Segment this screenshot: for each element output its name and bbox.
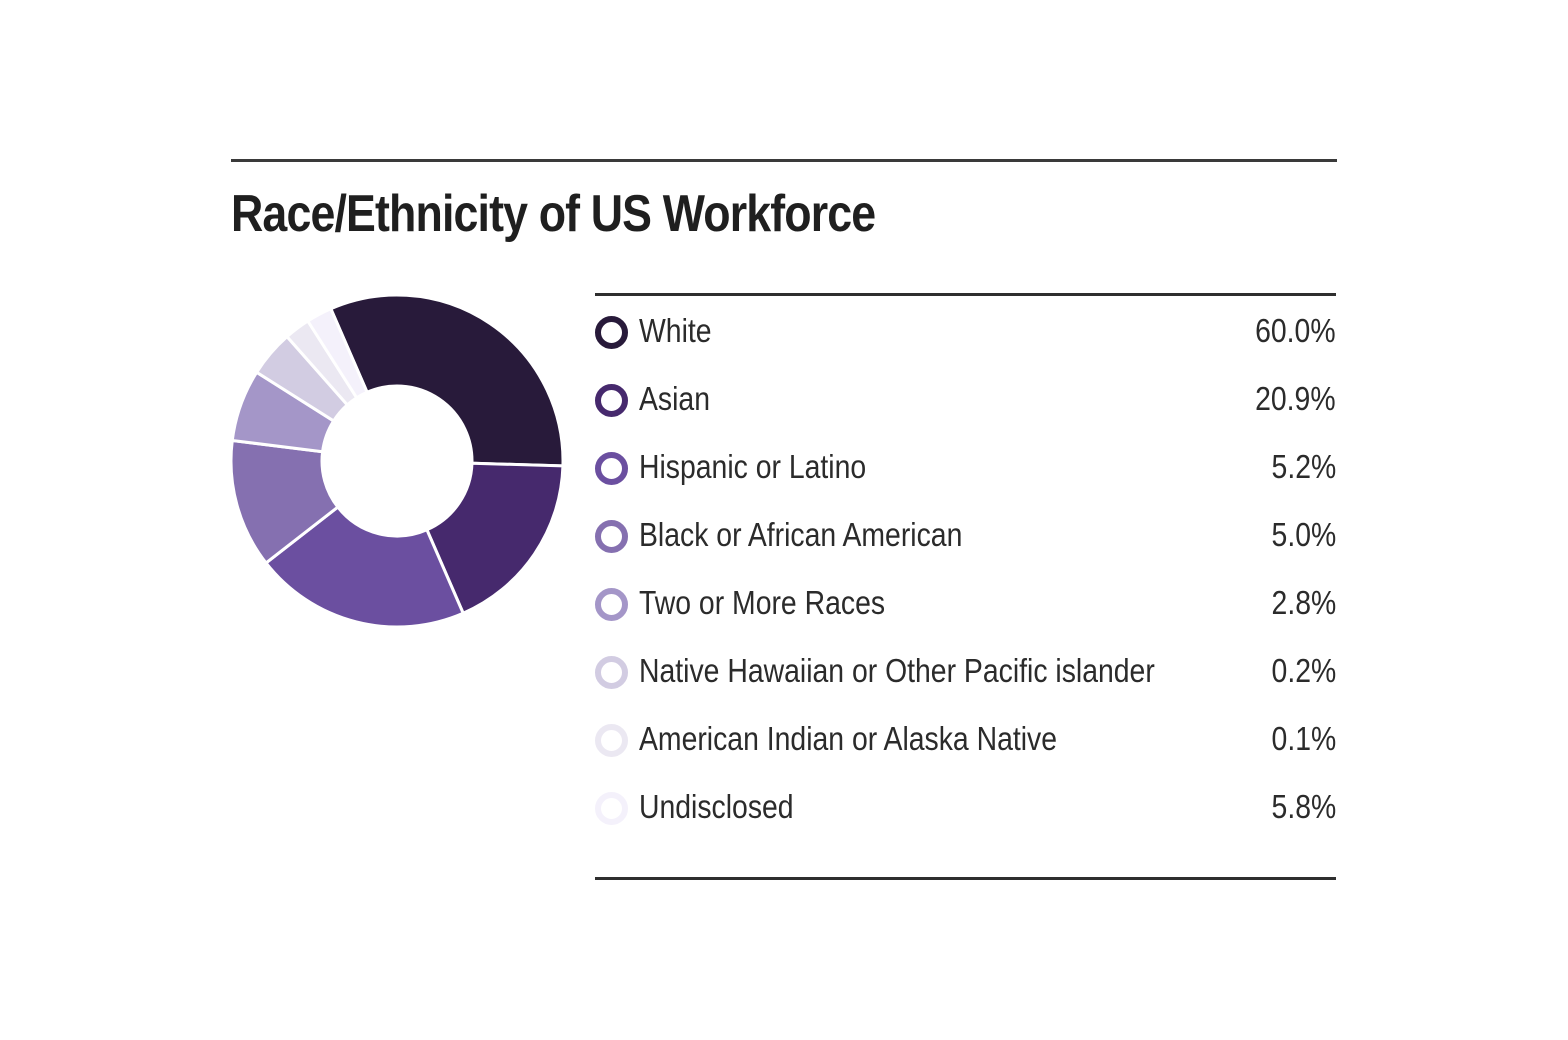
legend-item: Undisclosed 5.8% — [595, 772, 1336, 840]
legend-marker-icon — [595, 384, 628, 417]
donut-chart — [229, 293, 565, 629]
legend-value: 5.0% — [1271, 516, 1336, 553]
legend-label: American Indian or Alaska Native — [639, 720, 1058, 757]
chart-title: Race/Ethnicity of US Workforce — [231, 185, 876, 243]
legend-item: Black or African American 5.0% — [595, 500, 1336, 568]
legend-label: Asian — [639, 380, 711, 417]
legend: White 60.0% Asian 20.9% Hispanic or Latino 5.… — [595, 293, 1336, 880]
legend-rows: White 60.0% Asian 20.9% Hispanic or Latino 5.… — [595, 296, 1336, 840]
legend-marker-icon — [595, 792, 628, 825]
legend-value: 2.8% — [1271, 584, 1336, 621]
legend-label: Native Hawaiian or Other Pacific islande… — [639, 652, 1155, 689]
legend-item: White 60.0% — [595, 296, 1336, 364]
legend-value: 5.2% — [1271, 448, 1336, 485]
legend-value: 60.0% — [1255, 312, 1336, 349]
donut-slice — [305, 306, 370, 400]
legend-value: 0.1% — [1271, 720, 1336, 757]
legend-value: 0.2% — [1271, 652, 1336, 689]
legend-marker-icon — [595, 656, 628, 689]
donut-slice — [424, 461, 565, 616]
legend-label: Hispanic or Latino — [639, 448, 867, 485]
legend-value: 20.9% — [1255, 380, 1336, 417]
legend-item: Hispanic or Latino 5.2% — [595, 432, 1336, 500]
legend-item: Two or More Races 2.8% — [595, 568, 1336, 636]
donut-slice — [328, 293, 565, 468]
legend-marker-icon — [595, 316, 628, 349]
legend-label: White — [639, 312, 712, 349]
top-rule — [231, 159, 1337, 162]
legend-item: Native Hawaiian or Other Pacific islande… — [595, 636, 1336, 704]
legend-item: Asian 20.9% — [595, 364, 1336, 432]
legend-bottom-rule — [595, 877, 1336, 880]
legend-item: American Indian or Alaska Native 0.1% — [595, 704, 1336, 772]
legend-label: Undisclosed — [639, 788, 794, 825]
legend-value: 5.8% — [1271, 788, 1336, 825]
legend-marker-icon — [595, 588, 628, 621]
legend-label: Black or African American — [639, 516, 963, 553]
legend-marker-icon — [595, 724, 628, 757]
legend-top-rule — [595, 293, 1336, 296]
legend-marker-icon — [595, 520, 628, 553]
legend-marker-icon — [595, 452, 628, 485]
legend-label: Two or More Races — [639, 584, 886, 621]
donut-slice — [263, 504, 466, 629]
